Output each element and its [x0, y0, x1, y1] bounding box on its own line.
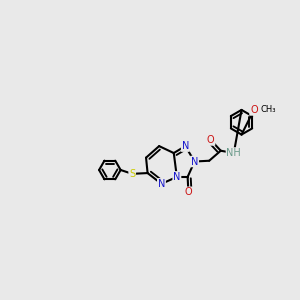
Text: N: N	[173, 172, 181, 182]
Text: N: N	[191, 157, 198, 166]
Text: O: O	[184, 187, 192, 197]
Text: O: O	[250, 105, 258, 115]
Text: N: N	[182, 141, 189, 151]
Text: NH: NH	[226, 148, 241, 158]
Text: O: O	[207, 135, 214, 145]
Text: S: S	[129, 169, 135, 179]
Text: N: N	[158, 179, 165, 189]
Text: CH₃: CH₃	[260, 105, 275, 114]
